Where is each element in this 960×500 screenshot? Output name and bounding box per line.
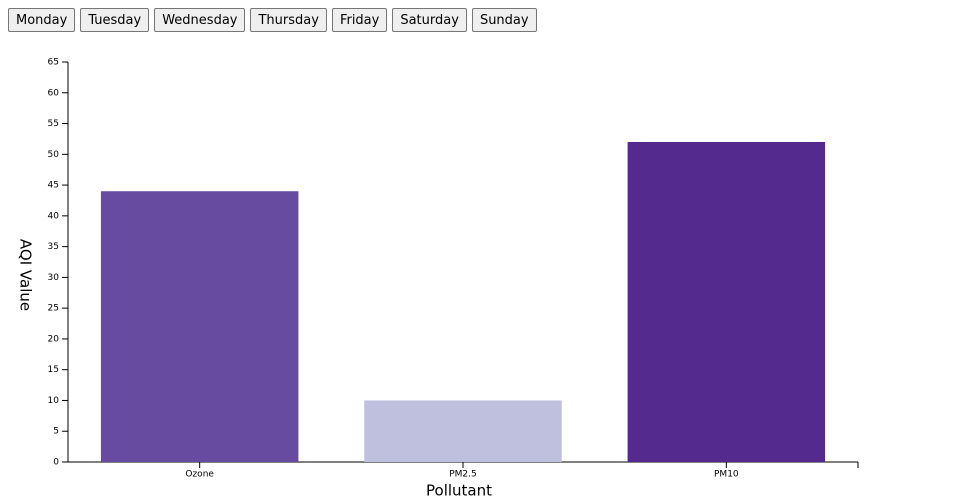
y-tick-label: 10 <box>48 396 60 406</box>
y-tick-label: 45 <box>48 181 59 191</box>
x-tick-label: PM2.5 <box>449 470 477 480</box>
x-tick-label: PM10 <box>714 470 739 480</box>
y-tick-label: 20 <box>48 334 60 344</box>
day-button[interactable]: Friday <box>331 8 388 32</box>
y-tick-label: 5 <box>53 427 59 437</box>
day-button[interactable]: Thursday <box>250 8 327 32</box>
day-button[interactable]: Wednesday <box>154 8 246 32</box>
day-button[interactable]: Saturday <box>392 8 467 32</box>
day-button[interactable]: Monday <box>8 8 76 32</box>
y-tick-label: 35 <box>48 242 59 252</box>
y-axis-label: AQI Value <box>17 239 35 311</box>
y-tick-label: 50 <box>48 150 60 160</box>
y-tick-label: 65 <box>48 58 59 68</box>
day-buttons: Monday Tuesday Wednesday Thursday Friday Satu… <box>8 8 537 32</box>
bar <box>627 142 826 462</box>
y-tick-label: 15 <box>48 365 59 375</box>
y-tick-label: 40 <box>48 211 60 221</box>
y-tick-label: 60 <box>48 88 60 98</box>
day-button[interactable]: Tuesday <box>80 8 150 32</box>
y-tick-label: 55 <box>48 119 59 129</box>
x-tick-label: Ozone <box>185 470 214 480</box>
y-tick-label: 25 <box>48 304 59 314</box>
bar <box>100 191 299 462</box>
bar <box>364 400 562 462</box>
day-button[interactable]: Sunday <box>471 8 537 32</box>
y-tick-label: 0 <box>53 458 59 468</box>
y-tick-label: 30 <box>48 273 60 283</box>
x-axis-label: Pollutant <box>426 482 492 500</box>
